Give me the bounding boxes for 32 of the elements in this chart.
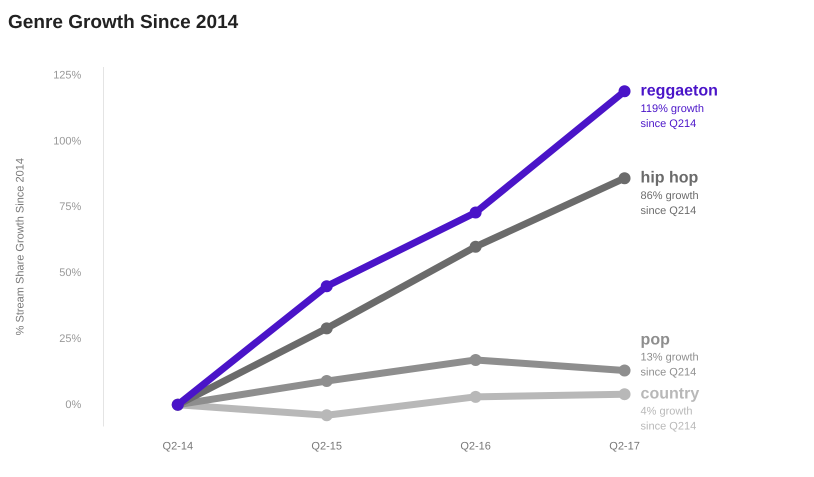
point: [470, 240, 482, 253]
x-tick-label: Q2-17: [609, 440, 640, 452]
series-label: pop: [640, 332, 670, 349]
x-tick-label: Q2-15: [311, 440, 342, 452]
series-label: reggaeton: [640, 82, 718, 100]
y-tick-label: 100%: [53, 135, 82, 148]
point: [320, 375, 333, 388]
annotation: 86% growth since Q214: [640, 190, 699, 217]
point: [320, 409, 333, 422]
point: [470, 206, 482, 218]
y-axis-title: % Stream Share Growth Since 2014: [14, 158, 27, 336]
x-tick-label: Q2-16: [460, 440, 491, 452]
annotation: 119% growth since Q214: [640, 102, 704, 130]
point: [618, 388, 631, 400]
y-tick-label: 125%: [53, 70, 82, 82]
series-label: hip hop: [640, 170, 699, 187]
y-tick-label: 0%: [65, 398, 82, 411]
annotation: 13% growth since Q214: [640, 352, 699, 379]
y-tick-label: 75%: [59, 201, 82, 214]
point: [618, 172, 631, 184]
point: [470, 354, 482, 366]
point: [320, 322, 333, 334]
point: [320, 280, 333, 292]
y-tick-label: 50%: [59, 267, 82, 280]
series-label: country: [640, 386, 700, 403]
point: [618, 85, 631, 98]
point: [618, 364, 631, 376]
point: [470, 390, 482, 403]
y-tick-label: 25%: [59, 332, 82, 345]
x-tick-label: Q2-14: [162, 440, 194, 452]
annotation: 4% growth since Q214: [640, 406, 696, 433]
chart-title: Genre Growth Since 2014: [7, 11, 240, 35]
